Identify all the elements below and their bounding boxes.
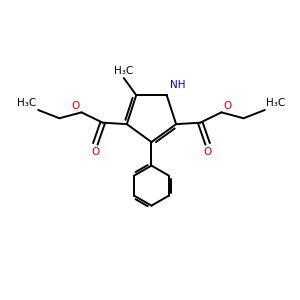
Text: H₃C: H₃C <box>266 98 286 108</box>
Text: O: O <box>224 101 232 111</box>
Text: O: O <box>91 147 99 157</box>
Text: H₃C: H₃C <box>17 98 37 108</box>
Text: O: O <box>203 147 212 157</box>
Text: H₃C: H₃C <box>114 66 134 76</box>
Text: NH: NH <box>170 80 186 90</box>
Text: O: O <box>71 101 79 111</box>
